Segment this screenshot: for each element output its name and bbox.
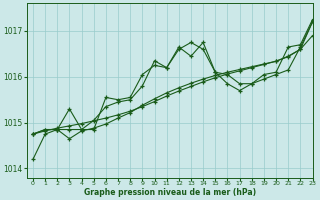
X-axis label: Graphe pression niveau de la mer (hPa): Graphe pression niveau de la mer (hPa): [84, 188, 256, 197]
